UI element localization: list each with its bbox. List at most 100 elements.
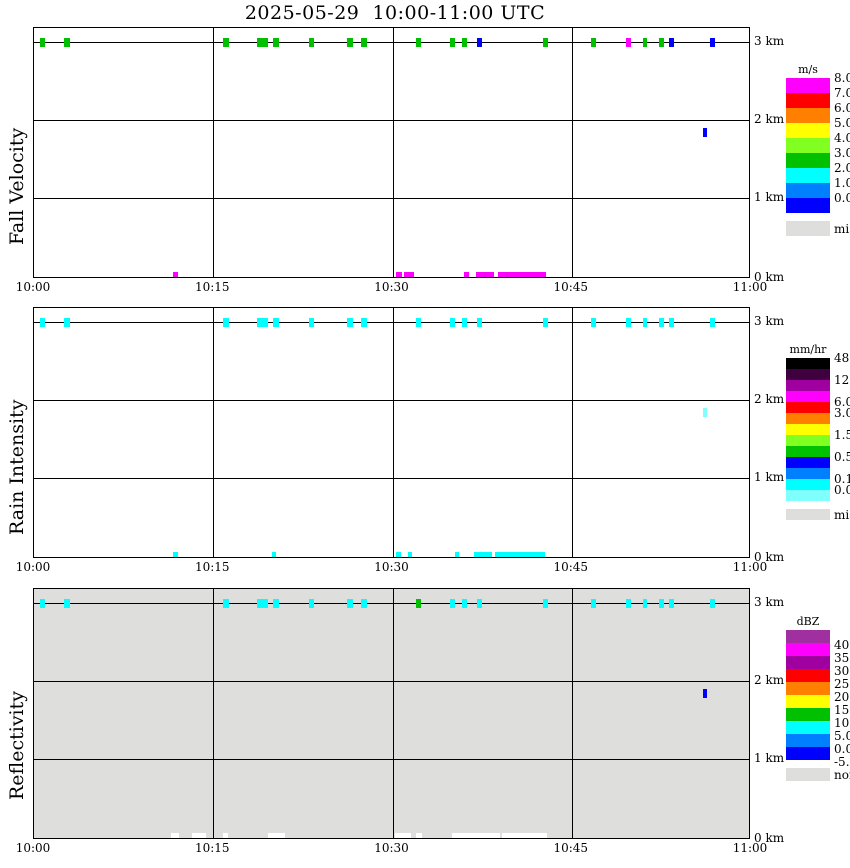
data-mark [272, 552, 276, 557]
gridline-v-30 [393, 589, 394, 838]
colorbar-swatch [786, 669, 830, 682]
data-mark [223, 38, 229, 47]
colorbar-swatch [786, 630, 830, 643]
data-mark [476, 272, 494, 277]
colorbar-swatch [786, 198, 830, 213]
axis-title-fall-velocity: Fall Velocity [6, 127, 28, 245]
data-mark [643, 38, 647, 47]
colorbar-tick: 5.0 [834, 116, 850, 130]
data-mark [477, 38, 482, 47]
gridline-v-15 [213, 308, 214, 557]
data-mark [659, 318, 664, 327]
data-mark [464, 272, 469, 277]
data-mark [257, 599, 268, 608]
data-mark [710, 38, 715, 47]
y-tick-0km: 0 km [754, 831, 785, 845]
colorbar-swatch [786, 108, 830, 123]
colorbar-tick: 7.0 [834, 86, 850, 100]
data-mark [669, 38, 674, 47]
gridline-h-3km [34, 322, 749, 323]
data-mark [64, 318, 70, 327]
colorbar-swatch [786, 93, 830, 108]
data-mark [273, 318, 279, 327]
colorbar-swatch [786, 457, 830, 468]
colorbar-tick: 12.0 [834, 373, 850, 387]
x-tick-1045: 10:45 [553, 560, 589, 574]
x-tick-1000: 10:00 [15, 841, 51, 855]
colorbar-missing-label: miss [834, 221, 850, 236]
colorbar-swatch [786, 708, 830, 721]
data-mark [495, 552, 540, 557]
data-mark [416, 318, 421, 327]
data-mark [268, 833, 285, 838]
data-mark [309, 318, 314, 327]
colorbar-tick: 1.0 [834, 176, 850, 190]
data-mark [408, 552, 412, 557]
gridline-h-3km [34, 603, 749, 604]
colorbar-swatch [786, 682, 830, 695]
colorbar-missing-label: miss [834, 507, 850, 522]
data-mark [462, 318, 467, 327]
colorbar-swatch [786, 468, 830, 479]
data-mark [626, 599, 631, 608]
colorbar-swatch [786, 656, 830, 669]
data-mark [703, 689, 707, 698]
data-mark [223, 833, 228, 838]
data-mark [64, 38, 70, 47]
data-mark [502, 833, 547, 838]
colorbar-tick: 4.0 [834, 131, 850, 145]
data-mark [257, 38, 268, 47]
data-mark [659, 38, 664, 47]
colorbar-swatch [786, 695, 830, 708]
data-mark [643, 599, 647, 608]
x-tick-1100: 11:00 [732, 560, 768, 574]
gridline-v-45 [572, 589, 573, 838]
data-mark [669, 599, 674, 608]
colorbar-swatch [786, 747, 830, 760]
colorbar-swatch [786, 490, 830, 501]
colorbar-swatch [786, 183, 830, 198]
data-mark [40, 599, 45, 608]
gridline-v-45 [572, 28, 573, 277]
colorbar-tick: 10.0 [834, 716, 850, 730]
data-mark [347, 38, 353, 47]
data-mark [462, 38, 467, 47]
data-mark [543, 599, 548, 608]
plot-panel-fall-velocity [33, 27, 750, 278]
plot-panel-reflectivity [33, 588, 750, 839]
data-mark [450, 318, 455, 327]
page-title: 2025-05-29 10:00-11:00 UTC [244, 2, 546, 24]
x-tick-1015: 10:15 [194, 560, 230, 574]
data-mark [40, 38, 45, 47]
colorbar-tick: 1.5 [834, 428, 850, 442]
data-mark [309, 599, 314, 608]
y-tick-3km: 3 km [754, 595, 785, 609]
data-mark [710, 599, 715, 608]
data-mark [474, 552, 492, 557]
x-tick-1100: 11:00 [732, 841, 768, 855]
y-tick-1km: 1 km [754, 470, 785, 484]
gridline-v-45 [572, 308, 573, 557]
colorbar-swatch [786, 435, 830, 446]
gridline-h-1km [34, 759, 749, 760]
gridline-h-1km [34, 198, 749, 199]
data-mark [361, 38, 367, 47]
colorbar-swatch [786, 734, 830, 747]
data-mark [404, 272, 414, 277]
colorbar-tick: 3.0 [834, 146, 850, 160]
data-mark [416, 599, 421, 608]
colorbar-tick: -5.0 [834, 755, 850, 769]
colorbar-swatch [786, 391, 830, 402]
gridline-h-1km [34, 478, 749, 479]
data-mark [347, 599, 353, 608]
data-mark [703, 128, 707, 137]
y-tick-1km: 1 km [754, 190, 785, 204]
data-mark [173, 552, 178, 557]
data-mark [309, 38, 314, 47]
gridline-h-2km [34, 120, 749, 121]
colorbar-tick: 5.0 [834, 729, 850, 743]
colorbar-swatch [786, 369, 830, 380]
colorbar-swatch [786, 380, 830, 391]
data-mark [591, 318, 596, 327]
data-mark [173, 272, 178, 277]
